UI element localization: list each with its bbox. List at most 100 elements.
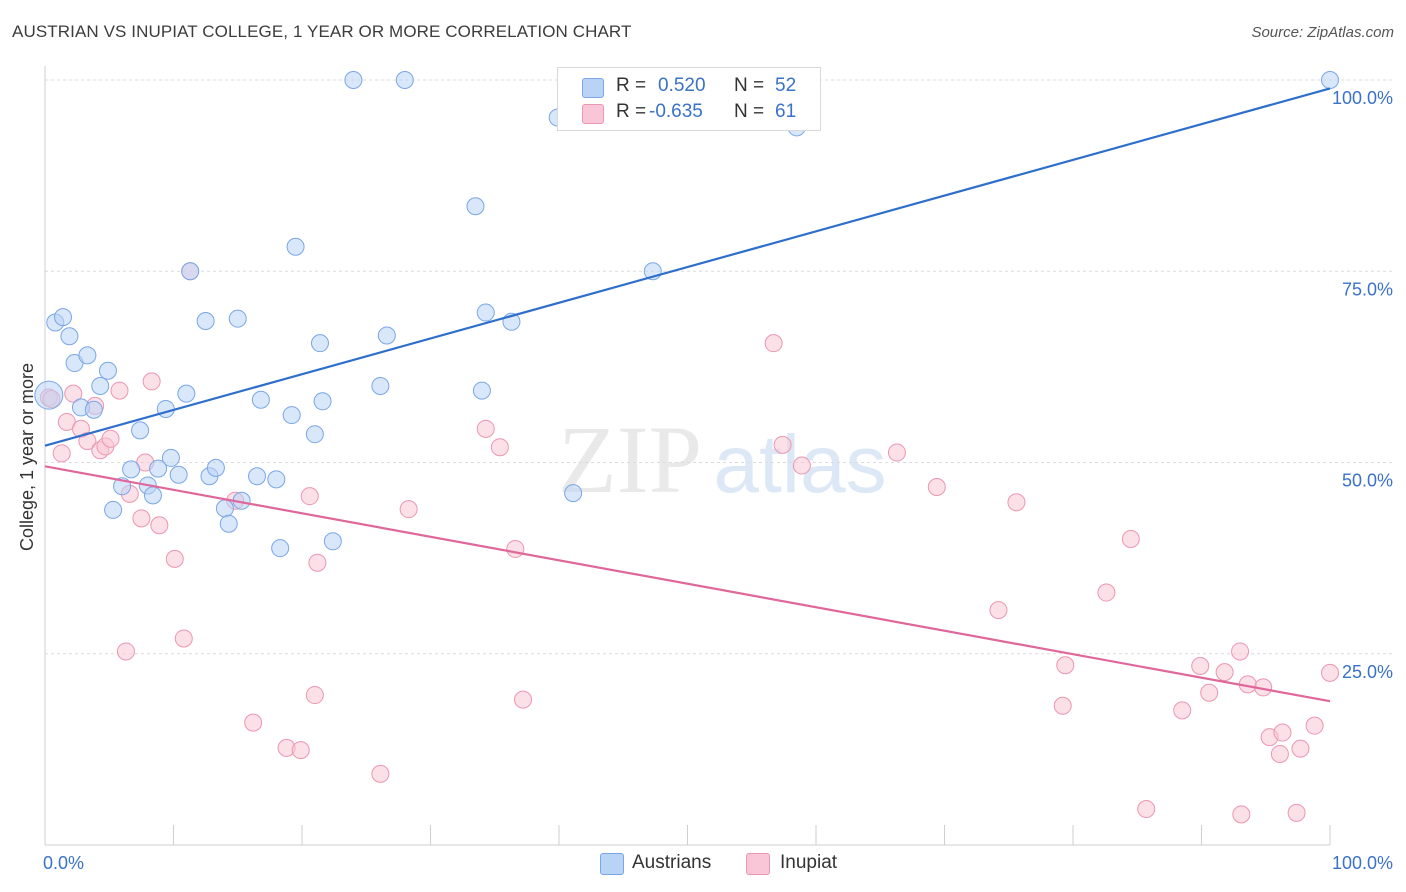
austrians-point (161, 448, 180, 467)
y-axis-label: College, 1 year or more (17, 363, 37, 551)
r-value: -0.635 (649, 101, 703, 122)
austrians-point (98, 361, 117, 380)
axes (44, 66, 1331, 846)
inupiat-point (1191, 656, 1210, 675)
austrians-point (282, 406, 301, 425)
austrians-legend-label: Austrians (632, 852, 712, 873)
inupiat-point (165, 549, 184, 568)
n-value: 52 (775, 75, 797, 96)
inupiat-point (1291, 739, 1310, 758)
inupiat-point (291, 741, 310, 760)
inupiat-point (989, 601, 1008, 620)
inupiat-legend-label: Inupiat (780, 852, 838, 873)
austrians-point (169, 465, 188, 484)
inupiat-point (773, 435, 792, 454)
austrians-point (91, 377, 110, 395)
inupiat-point (1097, 583, 1116, 602)
inupiat-trend-line (44, 465, 1331, 703)
austrians-point (122, 460, 141, 479)
austrians-point (286, 237, 305, 256)
inupiat-point (1200, 683, 1219, 702)
r-value: 0.520 (658, 75, 706, 96)
inupiat-point (244, 713, 263, 732)
inupiat-point (1173, 701, 1192, 720)
austrians-point (251, 390, 270, 409)
inupiat-point (132, 509, 151, 528)
inupiat-point (792, 456, 811, 475)
axis-labels: 25.0% 50.0% 75.0% 100.0% 0.0% 100.0% College, … (17, 88, 1393, 873)
inupiat-point (1232, 805, 1251, 824)
inupiat-point (1056, 656, 1075, 675)
x-tick-label: 0.0% (43, 853, 84, 873)
inupiat-point (78, 432, 97, 451)
austrians-point (78, 346, 97, 365)
inupiat-point (308, 553, 327, 572)
inupiat-point (399, 500, 418, 519)
inupiat-point (1273, 723, 1292, 742)
austrians-point (323, 532, 342, 551)
austrians-point (104, 500, 123, 519)
inupiat-point (490, 438, 509, 457)
correlation-legend: R = 0.520 N = 52 R = -0.635 N = 61 (557, 67, 821, 131)
austrians-point (476, 303, 495, 322)
r-label: R = (616, 75, 647, 96)
inupiat-point (927, 477, 946, 496)
inupiat-point (150, 516, 169, 535)
inupiat-point (764, 334, 783, 353)
austrians-point (472, 381, 491, 400)
gridlines (45, 79, 1392, 655)
inupiat-point (506, 539, 525, 558)
austrians-point (377, 326, 396, 345)
austrians-point (34, 380, 64, 410)
inupiat-point (116, 642, 135, 661)
inupiat-point (1215, 663, 1234, 682)
inupiat-points (39, 262, 1339, 824)
inupiat-point (1053, 696, 1072, 715)
y-tick-label: 25.0% (1342, 662, 1393, 682)
austrians-point (228, 309, 247, 328)
austrians-trend-line (44, 87, 1331, 447)
austrians-point (466, 197, 485, 216)
austrians-point (310, 334, 329, 353)
inupiat-point (476, 419, 495, 438)
austrians-point (395, 71, 414, 89)
n-value: 61 (775, 101, 797, 122)
r-label: R = (616, 101, 647, 122)
inupiat-point (1007, 493, 1026, 512)
chart-title: AUSTRIAN VS INUPIAT COLLEGE, 1 YEAR OR M… (12, 22, 632, 41)
austrians-point (267, 470, 286, 489)
inupiat-point (305, 686, 324, 705)
inupiat-point (110, 381, 129, 400)
austrians-point (143, 486, 162, 505)
austrians-point (181, 262, 200, 281)
inupiat-point (101, 429, 120, 448)
austrians-point (344, 71, 363, 89)
austrians-point (219, 514, 238, 533)
inupiat-point (887, 443, 906, 462)
austrians-point (305, 425, 324, 444)
austrians-point (156, 399, 175, 418)
austrians-point (53, 308, 72, 327)
n-label: N = (734, 75, 765, 96)
austrians-point (271, 539, 290, 558)
inupiat-legend-swatch (746, 853, 770, 875)
austrians-point (313, 392, 332, 411)
y-tick-label: 75.0% (1342, 279, 1393, 299)
inupiat-point (52, 444, 71, 463)
inupiat-point (1231, 642, 1250, 661)
inupiat-point (1270, 744, 1289, 763)
austrians-point (177, 384, 196, 403)
trend-lines (44, 87, 1331, 703)
watermark: ZIP atlas (558, 406, 887, 513)
austrians-point (131, 421, 150, 440)
y-tick-label: 100.0% (1332, 88, 1393, 108)
inupiat-point (1137, 800, 1156, 819)
austrians-legend-swatch (600, 853, 624, 875)
austrians-point (248, 467, 267, 486)
inupiat-point (1287, 803, 1306, 822)
inupiat-point (1121, 530, 1140, 548)
austrians-point (60, 327, 79, 346)
inupiat-point (174, 629, 193, 648)
austrians-point (84, 400, 103, 419)
